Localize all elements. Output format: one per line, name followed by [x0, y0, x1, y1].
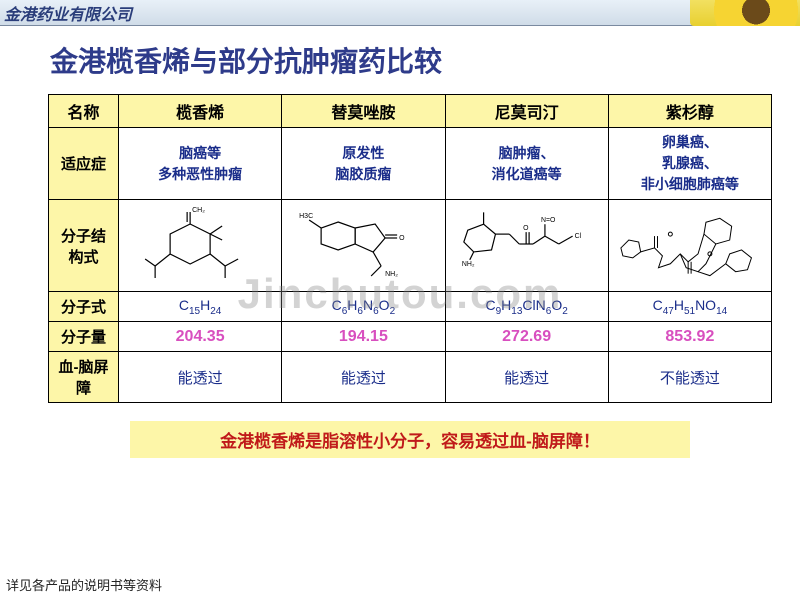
row-label: 适应症	[49, 128, 119, 200]
structure-cell: NH₂ O N=O Cl	[445, 200, 608, 292]
formula-cell: C15H24	[179, 297, 222, 313]
bbb-cell: 能透过	[178, 370, 223, 387]
indication-cell: 脑肿瘤、消化道癌等	[448, 143, 606, 185]
row-mw: 分子量 204.35 194.15 272.69 853.92	[49, 322, 772, 352]
structure-cell	[608, 200, 771, 292]
structure-cell: CH₂	[119, 200, 282, 292]
col-header: 替莫唑胺	[282, 95, 445, 128]
formula-cell: C9H13ClN6O2	[485, 297, 567, 313]
top-bar: 金港药业有限公司	[0, 0, 800, 26]
indication-cell: 卵巢癌、乳腺癌、非小细胞肺癌等	[611, 132, 769, 195]
row-label: 血-脑屏障	[49, 352, 119, 403]
mw-cell: 194.15	[339, 328, 388, 345]
indication-cell: 原发性脑胶质瘤	[284, 143, 442, 185]
footnote-text: 详见各产品的说明书等资料	[6, 575, 162, 594]
col-header: 紫杉醇	[608, 95, 771, 128]
molecule-icon: CH₂	[121, 204, 279, 284]
row-indication: 适应症 脑癌等多种恶性肿瘤 原发性脑胶质瘤 脑肿瘤、消化道癌等 卵巢癌、乳腺癌、…	[49, 128, 772, 200]
highlight-note: 金港榄香烯是脂溶性小分子，容易透过血-脑屏障！	[130, 421, 690, 458]
mw-cell: 272.69	[502, 328, 551, 345]
formula-cell: C6H6N6O2	[332, 297, 396, 313]
row-structure: 分子结构式 CH₂	[49, 200, 772, 292]
bbb-cell: 不能透过	[660, 370, 720, 387]
indication-cell: 脑癌等多种恶性肿瘤	[121, 143, 279, 185]
col-header: 尼莫司汀	[445, 95, 608, 128]
formula-cell: C47H51NO14	[653, 297, 728, 313]
comparison-table: 名称 榄香烯 替莫唑胺 尼莫司汀 紫杉醇 适应症 脑癌等多种恶性肿瘤 原发性脑胶…	[48, 94, 772, 403]
svg-text:Cl: Cl	[574, 233, 581, 240]
mw-cell: 853.92	[665, 328, 714, 345]
row-formula: 分子式 C15H24 C6H6N6O2 C9H13ClN6O2 C47H51NO…	[49, 292, 772, 322]
svg-text:H3C: H3C	[299, 213, 313, 220]
svg-text:O: O	[523, 225, 529, 232]
company-name: 金港药业有限公司	[4, 1, 132, 25]
svg-text:O: O	[399, 235, 405, 242]
svg-text:NH₂: NH₂	[385, 271, 398, 278]
svg-text:CH₂: CH₂	[192, 207, 205, 214]
molecule-icon: H3C NH₂ O	[284, 204, 442, 284]
row-bbb: 血-脑屏障 能透过 能透过 能透过 不能透过	[49, 352, 772, 403]
row-label: 分子结构式	[49, 200, 119, 292]
molecule-icon: NH₂ O N=O Cl	[448, 204, 606, 284]
row-label: 分子式	[49, 292, 119, 322]
slide-title: 金港榄香烯与部分抗肿瘤药比较	[50, 40, 772, 80]
header-name-label: 名称	[49, 95, 119, 128]
mw-cell: 204.35	[176, 328, 225, 345]
svg-text:NH₂: NH₂	[461, 261, 474, 268]
bbb-cell: 能透过	[341, 370, 386, 387]
table-header-row: 名称 榄香烯 替莫唑胺 尼莫司汀 紫杉醇	[49, 95, 772, 128]
col-header: 榄香烯	[119, 95, 282, 128]
bbb-cell: 能透过	[504, 370, 549, 387]
row-label: 分子量	[49, 322, 119, 352]
sunflower-decoration	[690, 0, 800, 26]
structure-cell: H3C NH₂ O	[282, 200, 445, 292]
slide-body: 金港榄香烯与部分抗肿瘤药比较 名称 榄香烯 替莫唑胺 尼莫司汀 紫杉醇 适应症 …	[0, 26, 800, 458]
svg-text:N=O: N=O	[540, 217, 555, 224]
molecule-icon	[611, 204, 769, 284]
